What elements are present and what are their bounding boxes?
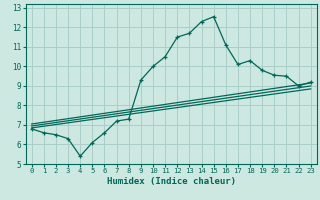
X-axis label: Humidex (Indice chaleur): Humidex (Indice chaleur) bbox=[107, 177, 236, 186]
